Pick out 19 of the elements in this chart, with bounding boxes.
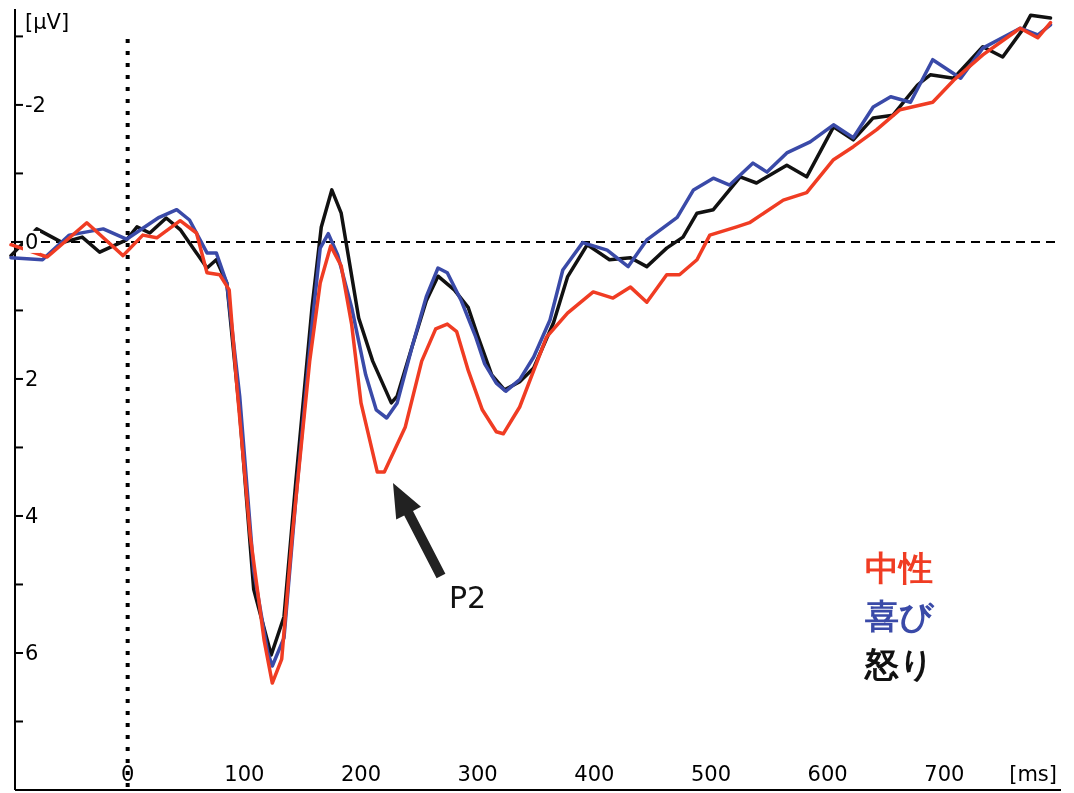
text: 怒り (863, 644, 934, 684)
x-tick-label: 300 (457, 762, 498, 786)
y-tick-label: 6 (25, 640, 39, 665)
y-tick-label: -2 (25, 92, 46, 117)
y-axis-title: [μV] (25, 10, 70, 34)
x-tick-label: 600 (807, 762, 848, 786)
x-tick-label: 100 (224, 762, 265, 786)
annotation: P2 (449, 580, 487, 615)
text: 喜び (865, 596, 935, 636)
x-tick-label: 700 (924, 762, 965, 786)
x-tick-label: 400 (574, 762, 615, 786)
text: 中性 (865, 548, 933, 588)
y-tick-label: 2 (25, 366, 39, 391)
x-tick-label: 0 (120, 762, 135, 786)
x-tick-label: 200 (340, 762, 382, 786)
y-tick-label: 0 (25, 229, 39, 254)
y-tick-label: 4 (25, 503, 39, 528)
x-tick-label: 500 (690, 762, 732, 786)
x-axis-title: [ms] (1009, 762, 1057, 786)
